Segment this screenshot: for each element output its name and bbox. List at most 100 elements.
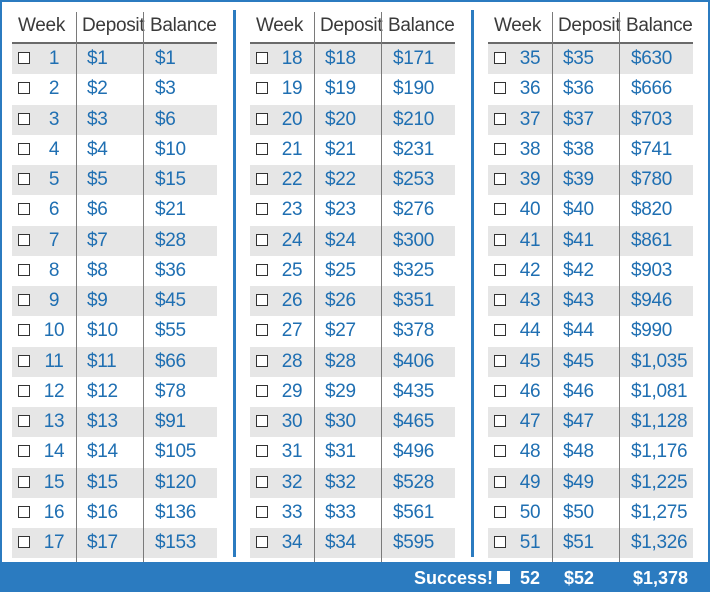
week-checkbox[interactable]: [256, 233, 268, 246]
cell-separator: [76, 12, 77, 590]
week-row: 48 $48 $1,176: [488, 437, 693, 467]
balance-value: $741: [631, 138, 673, 160]
week-checkbox[interactable]: [256, 475, 268, 488]
week-row: 17 $17 $153: [12, 528, 217, 559]
week-value: 12: [43, 380, 65, 402]
week-checkbox[interactable]: [494, 112, 506, 125]
week-checkbox[interactable]: [494, 475, 506, 488]
week-value: 50: [519, 501, 541, 523]
week-row: 47 $47 $1,128: [488, 407, 693, 438]
week-value: 18: [281, 48, 303, 69]
week-checkbox[interactable]: [18, 52, 30, 64]
deposit-value: $28: [325, 350, 356, 372]
week-value: 9: [48, 290, 60, 311]
week-checkbox[interactable]: [494, 173, 506, 185]
deposit-value: $39: [563, 169, 594, 190]
week-checkbox[interactable]: [494, 536, 506, 548]
week-value: 13: [43, 411, 65, 432]
deposit-value: $32: [325, 471, 356, 493]
week-checkbox[interactable]: [256, 354, 268, 367]
week-checkbox[interactable]: [494, 324, 506, 337]
week-checkbox[interactable]: [18, 536, 30, 548]
week-row: 23 $23 $276: [250, 195, 455, 225]
week-checkbox[interactable]: [18, 354, 30, 367]
week-52-checkbox[interactable]: [497, 571, 510, 584]
balance-value: $253: [393, 169, 435, 190]
week-checkbox[interactable]: [256, 445, 268, 458]
week-row: 41 $41 $861: [488, 225, 693, 256]
deposit-value: $41: [563, 229, 594, 251]
week-checkbox[interactable]: [494, 445, 506, 458]
week-checkbox[interactable]: [256, 52, 268, 64]
week-checkbox[interactable]: [18, 263, 30, 276]
week-checkbox[interactable]: [18, 112, 30, 125]
week-checkbox[interactable]: [18, 203, 30, 216]
week-checkbox[interactable]: [256, 112, 268, 125]
week-value: 24: [281, 229, 303, 251]
week-row: 30 $30 $465: [250, 407, 455, 438]
week-checkbox[interactable]: [18, 475, 30, 488]
week-column-1: Week Deposit Balance 1 $1 $1 2 $2 $3 3 $3 $6 4 $4 $10 5…: [12, 10, 217, 590]
week-checkbox[interactable]: [18, 294, 30, 306]
week-row: 46 $46 $1,081: [488, 377, 693, 407]
week-checkbox[interactable]: [494, 82, 506, 95]
deposit-value: $34: [325, 532, 356, 553]
week-checkbox[interactable]: [494, 142, 506, 155]
week-checkbox[interactable]: [18, 173, 30, 185]
week-checkbox[interactable]: [256, 82, 268, 95]
week-checkbox[interactable]: [256, 142, 268, 155]
week-checkbox[interactable]: [494, 415, 506, 427]
balance-value: $595: [393, 532, 435, 553]
week-checkbox[interactable]: [256, 263, 268, 276]
week-checkbox[interactable]: [494, 263, 506, 276]
week-checkbox[interactable]: [18, 384, 30, 397]
week-value: 37: [519, 108, 541, 130]
deposit-value: $15: [87, 471, 118, 493]
week-checkbox[interactable]: [18, 505, 30, 518]
balance-value: $105: [155, 441, 197, 463]
week-checkbox[interactable]: [494, 294, 506, 306]
week-checkbox[interactable]: [494, 233, 506, 246]
week-checkbox[interactable]: [494, 384, 506, 397]
balance-value: $1: [155, 48, 176, 69]
week-checkbox[interactable]: [18, 445, 30, 458]
deposit-value: $12: [87, 380, 118, 402]
week-checkbox[interactable]: [256, 324, 268, 337]
week-checkbox[interactable]: [18, 415, 30, 427]
cell-separator: [381, 12, 382, 590]
week-checkbox[interactable]: [18, 82, 30, 95]
week-checkbox[interactable]: [256, 203, 268, 216]
cell-separator: [314, 12, 315, 590]
week-checkbox[interactable]: [494, 505, 506, 518]
footer-deposit: $52: [564, 568, 595, 588]
balance-value: $45: [155, 290, 186, 311]
header-balance: Balance: [150, 15, 217, 36]
week-value: 44: [519, 320, 541, 342]
balance-value: $36: [155, 259, 186, 281]
week-checkbox[interactable]: [18, 142, 30, 155]
deposit-value: $21: [325, 138, 356, 160]
week-checkbox[interactable]: [256, 415, 268, 427]
week-checkbox[interactable]: [256, 505, 268, 518]
week-row: 50 $50 $1,275: [488, 498, 693, 528]
week-checkbox[interactable]: [256, 173, 268, 185]
week-checkbox[interactable]: [256, 536, 268, 548]
week-checkbox[interactable]: [256, 294, 268, 306]
balance-value: $903: [631, 259, 673, 281]
week-row: 51 $51 $1,326: [488, 528, 693, 559]
week-checkbox[interactable]: [18, 233, 30, 246]
week-checkbox[interactable]: [494, 354, 506, 367]
deposit-value: $24: [325, 229, 356, 251]
week-checkbox[interactable]: [18, 324, 30, 337]
week-checkbox[interactable]: [256, 384, 268, 397]
balance-value: $465: [393, 411, 435, 432]
deposit-value: $19: [325, 78, 356, 100]
week-rows: 1 $1 $1 2 $2 $3 3 $3 $6 4 $4 $10 5 $5 $15 6 $6 $21 7 $7 $28 8…: [12, 12, 217, 590]
balance-value: $10: [155, 138, 186, 160]
week-value: 41: [519, 229, 541, 251]
week-checkbox[interactable]: [494, 52, 506, 64]
week-value: 2: [48, 78, 60, 100]
week-checkbox[interactable]: [494, 203, 506, 216]
balance-value: $630: [631, 48, 673, 69]
success-label: Success!: [414, 568, 494, 588]
